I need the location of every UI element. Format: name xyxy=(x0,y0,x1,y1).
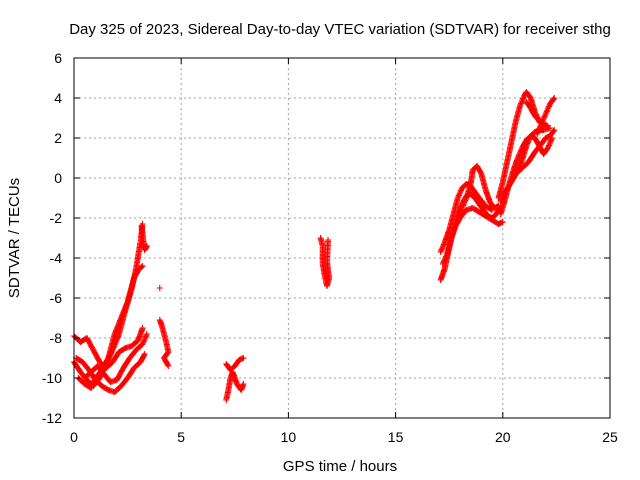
y-tick-label: 6 xyxy=(54,50,62,66)
data-point xyxy=(540,121,547,127)
data-point xyxy=(549,135,556,141)
plot-frame xyxy=(73,57,611,419)
y-tick-label: -2 xyxy=(50,210,63,226)
data-point xyxy=(550,128,557,134)
y-tick-label: -12 xyxy=(42,410,62,426)
data-point xyxy=(143,243,150,249)
series-arc-3 xyxy=(75,263,146,391)
x-axis-label: GPS time / hours xyxy=(283,458,397,475)
data-point xyxy=(156,285,163,291)
grid-lines xyxy=(74,58,610,418)
data-point xyxy=(325,237,332,243)
series-arc-5 xyxy=(81,331,150,385)
data-point xyxy=(138,263,145,270)
series-arc-15 xyxy=(439,205,506,267)
data-point xyxy=(546,125,553,131)
y-tick-label: -8 xyxy=(50,330,63,346)
chart-title: Day 325 of 2023, Sidereal Day-to-day VTE… xyxy=(69,21,611,38)
y-tick-label: 2 xyxy=(54,130,62,146)
data-point xyxy=(143,331,150,337)
data-point xyxy=(141,352,148,359)
x-tick-label: 20 xyxy=(495,429,511,445)
data-point xyxy=(165,363,172,369)
data-points xyxy=(71,89,558,403)
series-arc-8 xyxy=(156,317,172,369)
data-point xyxy=(240,355,247,361)
y-tick-label: 4 xyxy=(54,90,62,106)
data-point xyxy=(551,95,558,101)
series-arc-9 xyxy=(223,369,247,403)
data-point xyxy=(240,381,247,387)
data-point xyxy=(139,263,146,269)
series-arc-19 xyxy=(510,133,556,181)
axis-ticks: 0 5 10 15 20 25 -12 -10 -8 -6 -4 -2 0 2 4 6 xyxy=(42,50,618,445)
series-arc-21 xyxy=(523,99,547,127)
series-arc-1 xyxy=(71,325,146,371)
y-tick-label: -4 xyxy=(50,250,63,266)
x-tick-label: 15 xyxy=(388,429,404,445)
x-tick-label: 0 xyxy=(70,429,78,445)
data-point xyxy=(164,361,171,368)
x-tick-label: 25 xyxy=(602,429,618,445)
data-point xyxy=(551,127,558,133)
data-point xyxy=(550,96,557,102)
series-arc-10 xyxy=(223,355,247,373)
y-tick-label: 0 xyxy=(54,170,62,186)
x-tick-label: 10 xyxy=(281,429,297,445)
series-arc-11 xyxy=(317,235,333,289)
y-tick-label: -6 xyxy=(50,290,63,306)
data-point xyxy=(499,219,506,225)
series-arc-6 xyxy=(138,223,150,253)
data-point xyxy=(141,351,148,357)
x-tick-label: 5 xyxy=(177,429,185,445)
data-point xyxy=(539,120,546,127)
plot-border xyxy=(73,57,611,419)
series-arc-7 xyxy=(156,285,163,291)
y-axis-label: SDTVAR / TECUs xyxy=(6,178,23,298)
series-arc-20 xyxy=(534,95,558,137)
data-point xyxy=(139,325,146,331)
y-tick-label: -10 xyxy=(42,370,62,386)
